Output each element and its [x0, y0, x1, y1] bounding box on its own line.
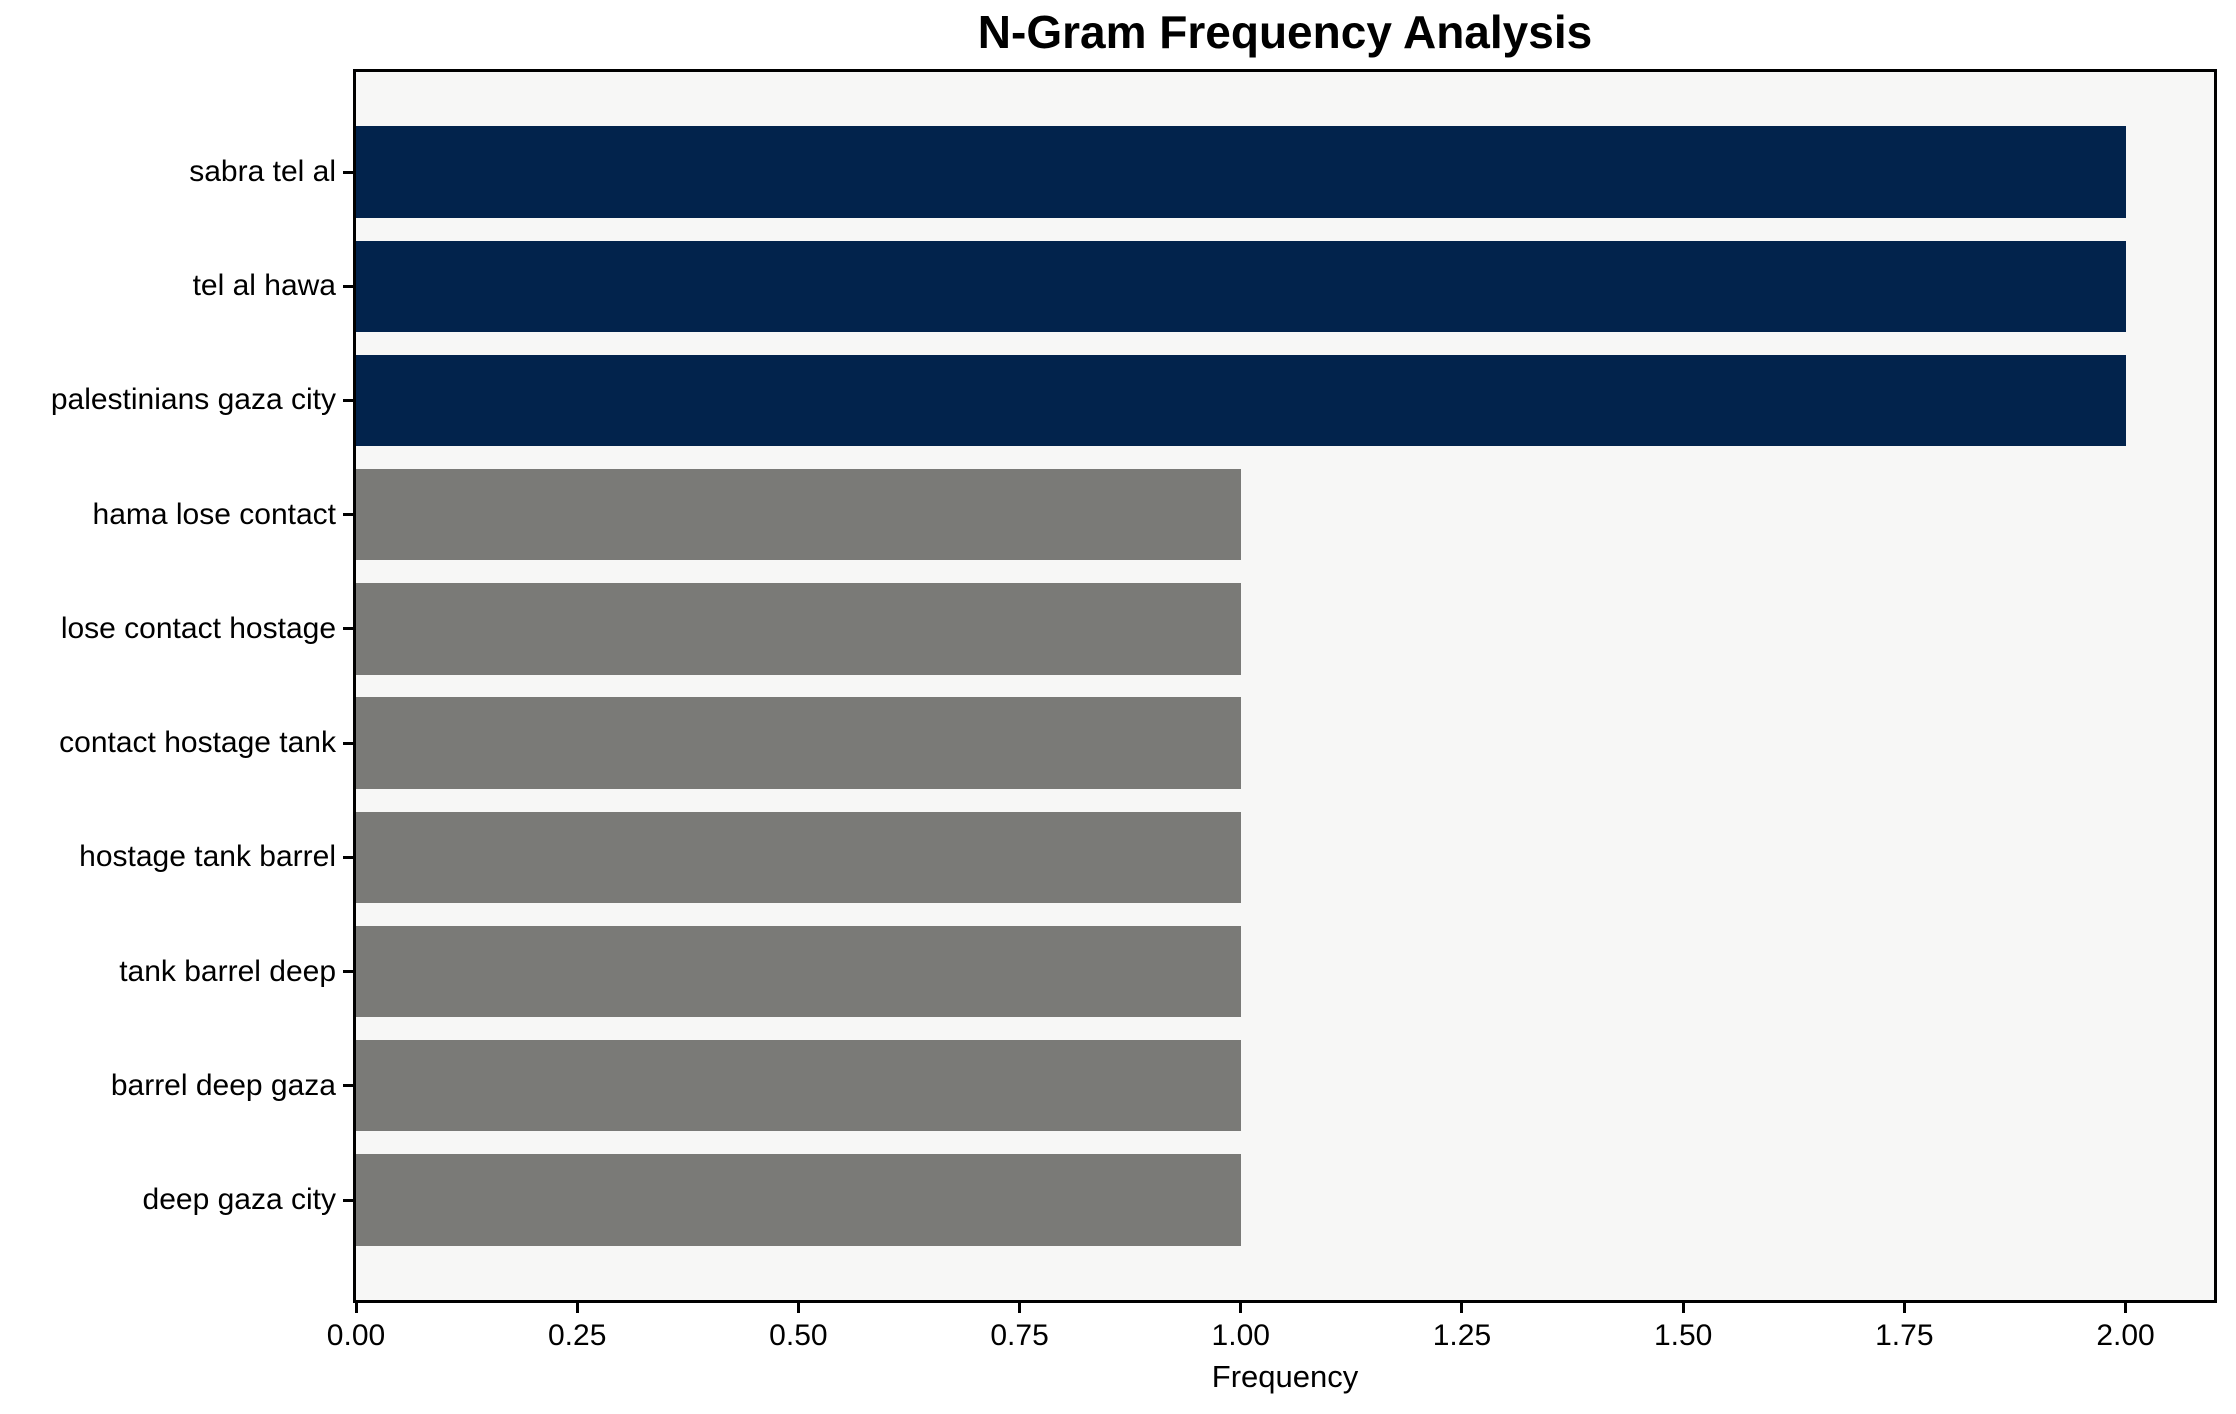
- x-tick: [2124, 1303, 2128, 1313]
- plot-area: [353, 69, 2217, 1303]
- bar: [356, 1040, 1241, 1132]
- y-tick: [343, 1084, 353, 1088]
- y-tick-label: barrel deep gaza: [110, 1068, 336, 1102]
- y-tick: [343, 970, 353, 974]
- y-tick: [343, 627, 353, 631]
- y-tick-label: palestinians gaza city: [50, 383, 336, 417]
- y-tick-label: contact hostage tank: [59, 726, 336, 760]
- y-tick-label: hama lose contact: [92, 497, 336, 531]
- y-tick-label: tel al hawa: [192, 269, 336, 303]
- x-tick-label: 2.00: [2096, 1319, 2155, 1352]
- x-tick: [796, 1303, 800, 1313]
- bar: [356, 1154, 1241, 1246]
- y-tick: [343, 1198, 353, 1202]
- y-tick: [343, 398, 353, 402]
- bar: [356, 925, 1241, 1018]
- y-tick-label: lose contact hostage: [60, 611, 336, 645]
- x-tick: [354, 1303, 358, 1313]
- y-tick: [343, 741, 353, 745]
- x-tick-label: 0.00: [326, 1319, 386, 1352]
- x-tick-label: 1.25: [1432, 1319, 1492, 1352]
- x-tick: [575, 1303, 579, 1313]
- x-tick: [1239, 1303, 1243, 1313]
- x-tick-label: 0.50: [769, 1319, 828, 1352]
- y-axis-labels: sabra tel al tel al hawa palestinians gaza…: [0, 72, 336, 1300]
- y-tick-label: deep gaza city: [142, 1183, 336, 1216]
- y-tick-label: sabra tel al: [189, 155, 336, 188]
- y-tick: [343, 170, 353, 174]
- x-tick-label: 0.75: [990, 1319, 1049, 1352]
- y-tick-label: hostage tank barrel: [79, 840, 336, 874]
- bar: [356, 126, 2126, 218]
- y-tick-label: tank barrel deep: [119, 954, 336, 988]
- bar: [356, 583, 1241, 675]
- x-tick-label: 0.25: [547, 1319, 607, 1352]
- x-tick-label: 1.75: [1875, 1319, 1934, 1352]
- chart-title: N-Gram Frequency Analysis: [977, 6, 1593, 58]
- x-tick: [1018, 1303, 1022, 1313]
- bar: [356, 354, 2126, 447]
- x-tick: [1902, 1303, 1906, 1313]
- bars-layer: [356, 72, 2214, 1300]
- bar: [356, 811, 1241, 904]
- x-axis-label: Frequency: [1211, 1359, 1359, 1394]
- bar: [356, 240, 2126, 332]
- x-tick: [1460, 1303, 1464, 1313]
- y-tick: [343, 513, 353, 517]
- x-tick-label: 1.50: [1653, 1319, 1713, 1352]
- bar: [356, 697, 1241, 789]
- bar: [356, 468, 1241, 561]
- y-tick: [343, 284, 353, 288]
- y-tick: [343, 855, 353, 859]
- x-tick-label: 1.00: [1211, 1319, 1270, 1352]
- x-tick: [1681, 1303, 1685, 1313]
